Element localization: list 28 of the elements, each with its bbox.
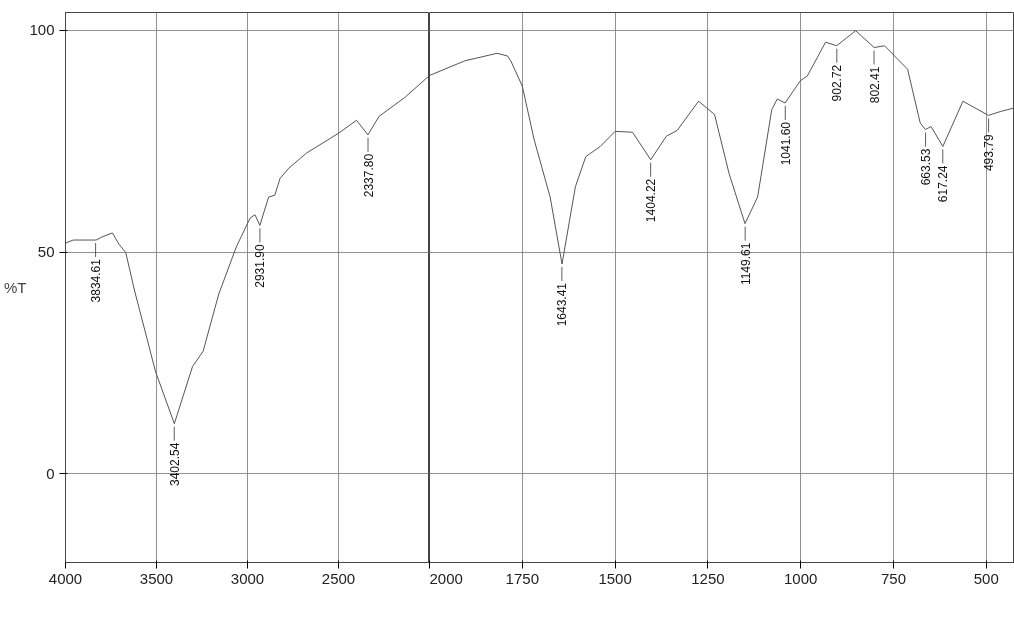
annotation: 1643.41 bbox=[555, 282, 570, 327]
annotation: 902.72 bbox=[830, 64, 845, 102]
annotation: 2337.80 bbox=[361, 153, 376, 198]
annotation: 1041.60 bbox=[778, 121, 793, 166]
y-axis-title: %T bbox=[3, 279, 27, 296]
y-tick-label: 0 bbox=[46, 464, 55, 482]
annotation: 1404.22 bbox=[644, 178, 659, 223]
y-tick-label: 100 bbox=[29, 21, 55, 39]
annotation: 493.79 bbox=[982, 134, 997, 172]
x-tick-label: 1750 bbox=[505, 569, 539, 587]
annotation: 802.41 bbox=[867, 66, 882, 104]
annotation: 1149.61 bbox=[738, 242, 753, 286]
y-tick-label: 50 bbox=[37, 243, 55, 261]
x-tick-label: 4000 bbox=[48, 569, 83, 587]
x-tick-label: 500 bbox=[973, 569, 999, 587]
x-tick-label: 1500 bbox=[598, 569, 632, 587]
x-tick-label: 750 bbox=[880, 569, 907, 587]
x-tick-label: 2500 bbox=[321, 569, 356, 587]
annotation: 617.24 bbox=[936, 165, 951, 203]
x-tick-label: 1000 bbox=[784, 569, 818, 587]
x-tick-label: 3000 bbox=[230, 569, 265, 587]
x-tick-label: 1250 bbox=[691, 569, 725, 587]
annotation: 2931.90 bbox=[253, 244, 268, 288]
annotation: 663.53 bbox=[919, 148, 934, 186]
x-tick-label: 3500 bbox=[139, 569, 174, 587]
x-tick-label: 2000 bbox=[429, 569, 463, 587]
annotation: 3834.61 bbox=[89, 258, 104, 303]
annotation: 3402.54 bbox=[167, 442, 182, 487]
